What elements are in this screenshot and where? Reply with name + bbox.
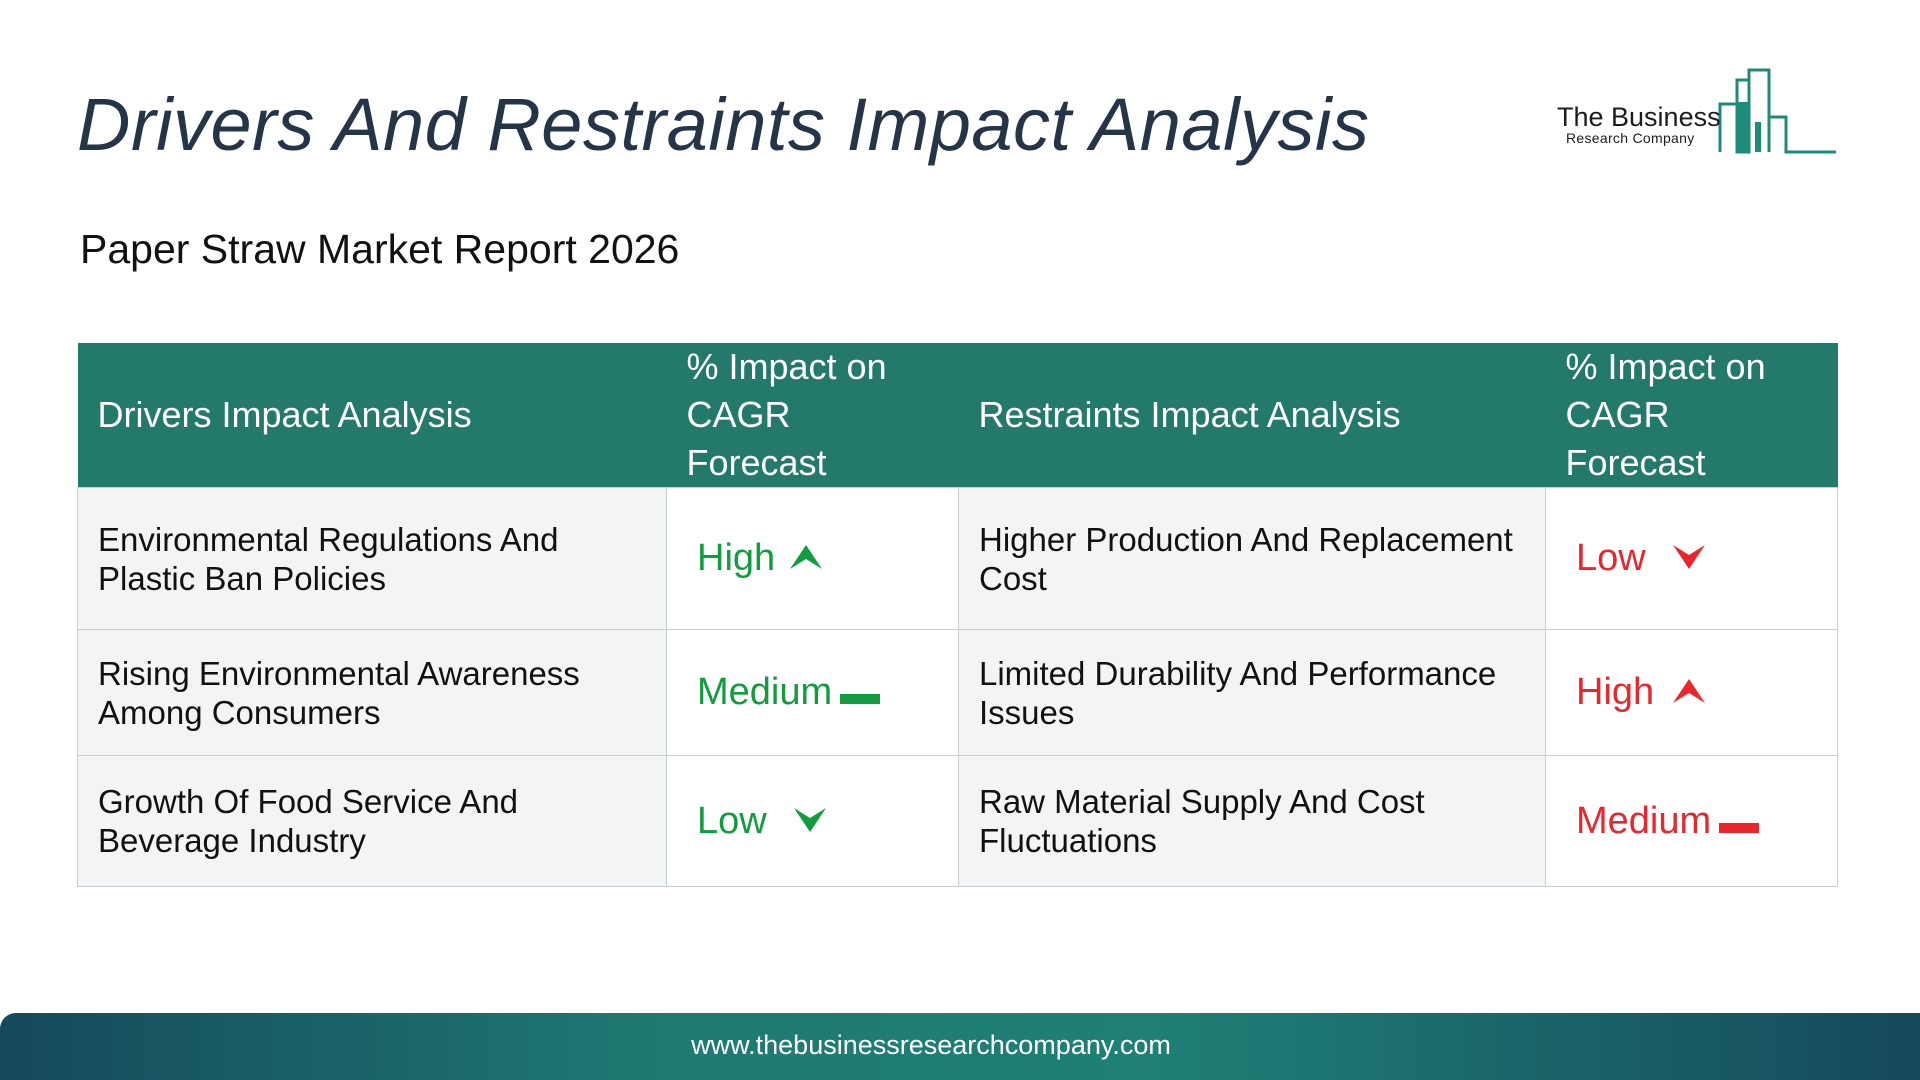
report-subtitle: Paper Straw Market Report 2026 (80, 226, 680, 272)
impact-level: Medium (697, 671, 833, 713)
restraint-impact-cell: Medium (1545, 755, 1838, 887)
restraint-cell: Raw Material Supply And Cost Fluctuation… (958, 755, 1546, 887)
impact-table: Drivers Impact Analysis % Impact on CAGR… (77, 343, 1838, 887)
up-arrow-icon (789, 539, 823, 578)
logo-buildings-icon (1718, 68, 1836, 154)
restraint-cell: Higher Production And Replacement Cost (958, 487, 1546, 630)
drivers-impact-header: % Impact on CAGR Forecast (666, 343, 959, 488)
restraints-header: Restraints Impact Analysis (958, 343, 1546, 488)
impact-level: Low (1576, 537, 1646, 579)
impact-level: High (1576, 671, 1655, 713)
impact-level: High (697, 537, 776, 579)
driver-cell: Rising Environmental Awareness Among Con… (77, 629, 667, 756)
down-arrow-icon (793, 802, 827, 841)
driver-impact-cell: High (666, 487, 959, 630)
impact-level: Medium (1576, 799, 1712, 842)
logo-tagline: Research Company (1566, 130, 1695, 146)
restraints-impact-header: % Impact on CAGR Forecast (1545, 343, 1838, 488)
restraint-impact-cell: Low (1545, 487, 1838, 630)
driver-impact-cell: Low (666, 755, 959, 887)
driver-impact-cell: Medium (666, 629, 959, 756)
restraint-impact-cell: High (1545, 629, 1838, 756)
dash-icon (840, 673, 881, 712)
footer-bar: www.thebusinessresearchcompany.com (0, 1013, 1920, 1080)
page-title: Drivers And Restraints Impact Analysis (77, 83, 1370, 166)
dash-icon (1719, 802, 1760, 841)
driver-cell: Environmental Regulations And Plastic Ba… (77, 487, 667, 630)
down-arrow-icon (1672, 539, 1706, 578)
driver-cell: Growth Of Food Service And Beverage Indu… (77, 755, 667, 887)
restraint-cell: Limited Durability And Performance Issue… (958, 629, 1546, 756)
drivers-header: Drivers Impact Analysis (77, 343, 667, 488)
table-row: Environmental Regulations And Plastic Ba… (77, 487, 1838, 630)
website-link[interactable]: www.thebusinessresearchcompany.com (691, 1030, 1171, 1060)
table-header-row: Drivers Impact Analysis % Impact on CAGR… (77, 343, 1838, 488)
table-row: Rising Environmental Awareness Among Con… (77, 629, 1838, 756)
company-logo: The Business Research Company (1550, 62, 1840, 162)
logo-name: The Business (1557, 102, 1721, 132)
table-row: Growth Of Food Service And Beverage Indu… (77, 755, 1838, 887)
up-arrow-icon (1672, 673, 1706, 712)
impact-level: Low (697, 799, 767, 842)
